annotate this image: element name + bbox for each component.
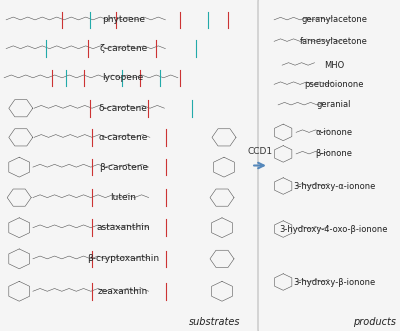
Text: δ-carotene: δ-carotene	[99, 104, 148, 113]
Text: products: products	[353, 317, 396, 327]
Text: astaxanthin: astaxanthin	[96, 223, 150, 232]
Text: lutein: lutein	[110, 193, 136, 202]
Text: lycopene: lycopene	[102, 73, 144, 82]
Text: β-ionone: β-ionone	[316, 149, 352, 159]
Text: α-ionone: α-ionone	[316, 128, 352, 137]
Text: farnesylacetone: farnesylacetone	[300, 37, 368, 46]
Text: pseudoionone: pseudoionone	[304, 80, 364, 89]
Text: phytoene: phytoene	[102, 15, 145, 24]
Text: geranylacetone: geranylacetone	[301, 15, 367, 24]
Text: geranial: geranial	[317, 100, 351, 110]
Text: MHO: MHO	[324, 61, 344, 70]
Text: zeaxanthin: zeaxanthin	[98, 287, 148, 296]
Text: 3-hydroxy-4-oxo-β-ionone: 3-hydroxy-4-oxo-β-ionone	[280, 224, 388, 234]
Text: ζ-carotene: ζ-carotene	[99, 44, 147, 53]
Text: α-carotene: α-carotene	[98, 133, 148, 142]
Text: 3-hydroxy-α-ionone: 3-hydroxy-α-ionone	[293, 181, 375, 191]
FancyBboxPatch shape	[258, 0, 400, 331]
Text: β-carotene: β-carotene	[99, 163, 148, 172]
Text: β-cryptoxanthin: β-cryptoxanthin	[87, 254, 159, 263]
Text: CCD1: CCD1	[248, 147, 272, 156]
Text: 3-hydroxy-β-ionone: 3-hydroxy-β-ionone	[293, 277, 375, 287]
Text: substrates: substrates	[188, 317, 240, 327]
FancyBboxPatch shape	[0, 0, 260, 331]
